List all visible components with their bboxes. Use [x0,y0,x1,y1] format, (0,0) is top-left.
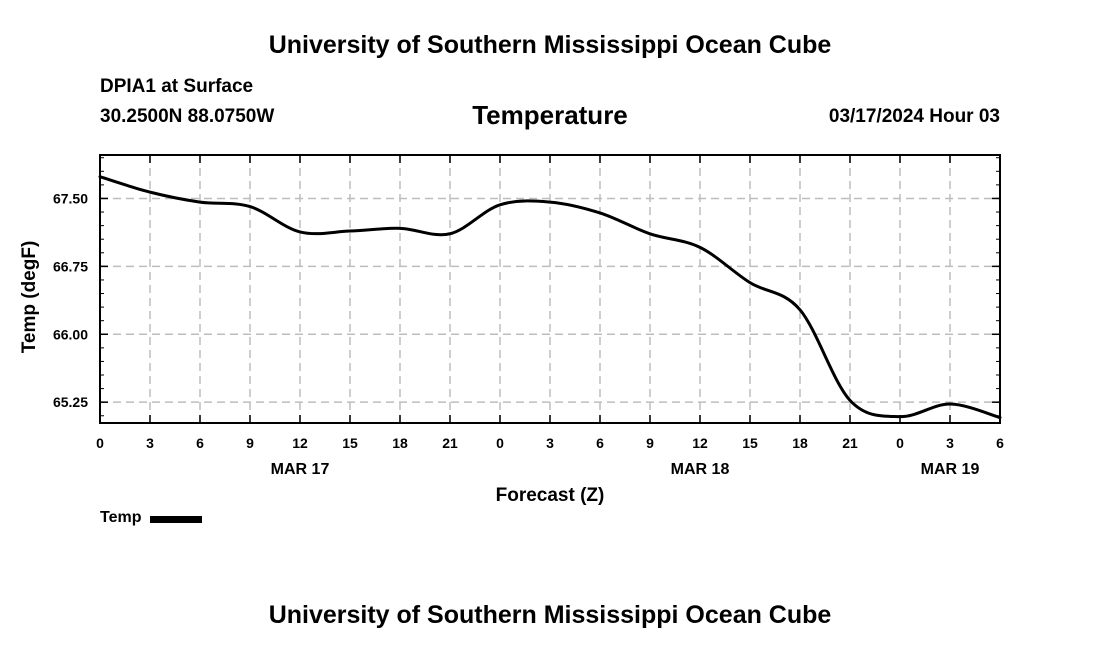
x-tick-label: 21 [442,435,458,451]
x-tick-label: 6 [196,435,204,451]
legend: Temp [100,509,203,527]
x-axis-title: Forecast (Z) [496,485,605,506]
x-tick-label: 6 [596,435,604,451]
x-tick-label: 3 [146,435,154,451]
y-axis-title: Temp (degF) [19,241,40,354]
forecast-date-label: 03/17/2024 Hour 03 [828,106,1000,127]
legend-label-temp: Temp [100,509,142,526]
x-tick-label: 9 [246,435,254,451]
x-tick-label: 9 [646,435,654,451]
x-tick-label: 18 [392,435,408,451]
x-tick-label: 21 [842,435,858,451]
main-title-top: University of Southern Mississippi Ocean… [268,31,832,59]
date-label: MAR 17 [271,461,330,478]
station-label: DPIA1 at Surface [100,76,254,97]
x-tick-label: 12 [292,435,308,451]
x-tick-label: 3 [946,435,954,451]
y-tick-label: 66.75 [53,258,88,274]
x-tick-label: 15 [342,435,358,451]
y-tick-label: 65.25 [53,394,88,410]
x-tick-label: 3 [546,435,554,451]
date-label: MAR 19 [921,461,980,478]
legend-swatch-temp [150,516,203,523]
x-tick-label: 12 [692,435,708,451]
series-line-temp [98,175,1002,420]
x-tick-label: 18 [792,435,808,451]
coordinates-label: 30.2500N 88.0750W [100,106,275,127]
y-tick-label: 67.50 [53,190,88,206]
y-tick-label: 66.00 [53,326,88,342]
grid-layer [100,155,1000,423]
main-title-bottom: University of Southern Mississippi Ocean… [268,601,832,629]
series-layer [98,175,1002,420]
labels-layer: 0 3 6 9 12 15 18 21 0 3 6 9 12 15 18 21 0 3 6 65.25 66.00 66.… [19,190,1004,506]
ticks-layer [99,155,1001,423]
x-tick-label: 0 [896,435,904,451]
x-tick-label: 0 [496,435,504,451]
x-tick-label: 15 [742,435,758,451]
x-tick-label: 0 [96,435,104,451]
date-label: MAR 18 [671,461,730,478]
x-tick-label: 6 [996,435,1004,451]
chart-title: Temperature [472,100,628,130]
